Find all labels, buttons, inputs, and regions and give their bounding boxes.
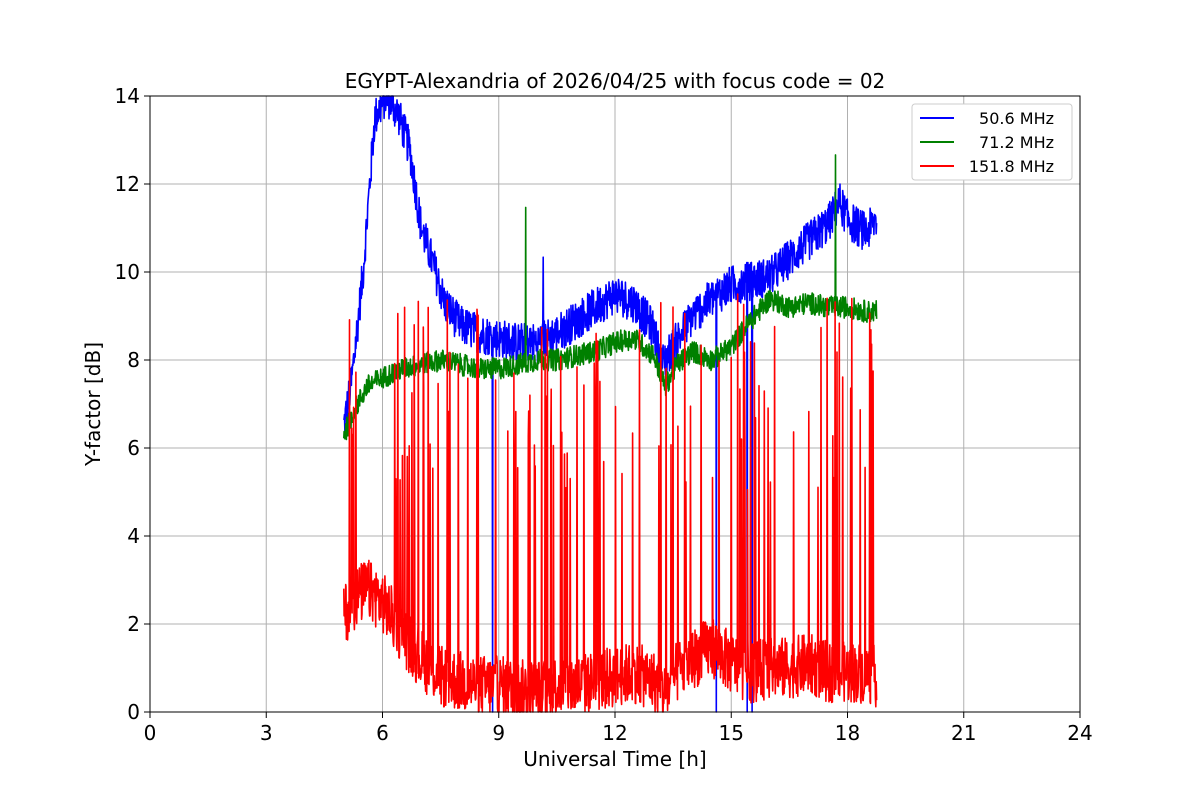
series-line-2 xyxy=(343,293,878,713)
y-tick-label: 0 xyxy=(127,700,140,724)
x-tick-label: 0 xyxy=(144,721,157,745)
x-tick-label: 15 xyxy=(719,721,744,745)
legend-label: 71.2 MHz xyxy=(979,133,1054,152)
legend-label: 50.6 MHz xyxy=(979,109,1054,128)
series-line-0 xyxy=(343,95,878,713)
x-tick-label: 24 xyxy=(1067,721,1092,745)
x-tick-label: 3 xyxy=(260,721,273,745)
y-tick-label: 14 xyxy=(115,84,140,108)
x-tick-label: 6 xyxy=(376,721,389,745)
y-tick-label: 8 xyxy=(127,348,140,372)
x-axis: 0 3 6 9 12 15 18 21 24 xyxy=(144,712,1093,745)
x-tick-label: 9 xyxy=(492,721,505,745)
series-line-1 xyxy=(343,154,878,441)
x-tick-label: 18 xyxy=(835,721,860,745)
x-tick-label: 12 xyxy=(602,721,627,745)
chart-title: EGYPT-Alexandria of 2026/04/25 with focu… xyxy=(345,69,886,93)
legend: 50.6 MHz 71.2 MHz 151.8 MHz xyxy=(911,103,1073,181)
y-tick-label: 2 xyxy=(127,612,140,636)
y-tick-label: 6 xyxy=(127,436,140,460)
x-tick-label: 21 xyxy=(951,721,976,745)
legend-box xyxy=(911,103,1073,181)
y-tick-label: 4 xyxy=(127,524,140,548)
y-tick-label: 10 xyxy=(115,260,140,284)
series-layer xyxy=(343,95,878,713)
x-axis-label: Universal Time [h] xyxy=(523,747,706,771)
y-axis-label: Y-factor [dB] xyxy=(81,342,105,467)
y-axis: 0 2 4 6 8 10 12 14 xyxy=(115,84,150,724)
y-tick-label: 12 xyxy=(115,172,140,196)
legend-label: 151.8 MHz xyxy=(969,157,1054,176)
